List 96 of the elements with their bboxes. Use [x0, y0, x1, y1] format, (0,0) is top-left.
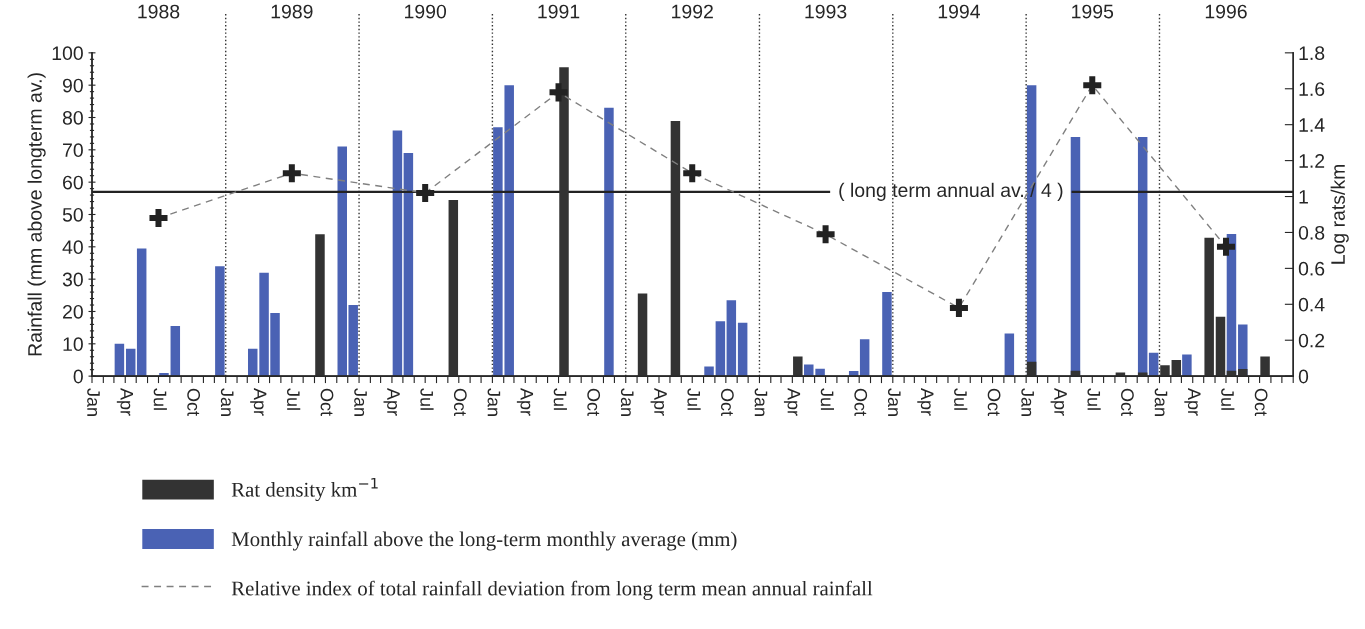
bar [737, 322, 748, 377]
x-tick-label: Jul [1221, 388, 1235, 410]
bar [1260, 356, 1270, 377]
y-axis-title: Rainfall (mm above longterm av.) [27, 73, 46, 356]
x2-tick-label: 1995 [1072, 4, 1114, 19]
x-tick-label: Jul [820, 388, 834, 410]
x-tick-label: Jul [553, 388, 567, 410]
bar [392, 130, 403, 377]
x2-tick-label: 1994 [938, 4, 980, 19]
x-tick-label: Jul [286, 388, 301, 410]
x-tick-label: Oct [721, 388, 734, 416]
x-tick-label: Jul [420, 388, 434, 410]
x2-tick-label: 1988 [138, 4, 180, 19]
x-tick-label: Jul [153, 388, 167, 410]
bar [315, 234, 325, 377]
x-tick-label: Jan [887, 388, 901, 416]
legend-label: Monthly rainfall above the long-term monthly average (mm) [231, 531, 737, 551]
bar [114, 343, 125, 377]
y2-tick-label: 1.6 [1299, 82, 1325, 96]
x2-tick-label: 1996 [1205, 4, 1247, 19]
y2-tick-label: 0 [1298, 369, 1309, 384]
x-tick-label: Apr [250, 387, 267, 416]
y2-tick-label: 1.4 [1299, 118, 1325, 132]
y-tick-label: 100 [52, 46, 83, 61]
y2-tick-label: 0.4 [1298, 297, 1325, 312]
bar [1204, 237, 1214, 377]
bar [704, 366, 714, 377]
x-tick-label: Oct [987, 388, 1001, 416]
y-tick-label: 70 [63, 143, 83, 158]
x2-tick-label: 1991 [538, 4, 580, 19]
y-tick-label: 90 [62, 78, 83, 93]
x-tick-label: Oct [854, 388, 868, 416]
y2-tick-label: 0.2 [1298, 333, 1325, 348]
x-tick-label: Jul [954, 388, 968, 410]
x2-tick-label: 1989 [271, 4, 313, 19]
bar [604, 107, 614, 377]
legend-label: Rat density km$^{−1}$ [231, 477, 378, 502]
y2-tick-label: 1.2 [1299, 154, 1325, 168]
y-tick-label: 80 [62, 110, 83, 125]
x-tick-label: Jan [1021, 388, 1034, 416]
bar [448, 200, 459, 377]
x-tick-label: Jan [620, 388, 634, 416]
x2-tick-label: 1993 [805, 4, 847, 19]
x-tick-label: Jul [687, 388, 701, 410]
bar [859, 339, 870, 377]
x2-tick-label: 1992 [672, 4, 713, 19]
bar [882, 292, 892, 377]
x-tick-label: Oct [187, 388, 201, 416]
x-tick-label: Apr [1050, 387, 1067, 416]
x-tick-label: Jan [1154, 388, 1168, 416]
bar [136, 248, 147, 377]
y2-axis-title: Log rats/km [1330, 164, 1349, 264]
y2-tick-label: 1.8 [1299, 46, 1325, 61]
y-tick-label: 60 [63, 175, 83, 190]
x2-tick-label: 1990 [405, 4, 447, 19]
x-tick-label: Oct [1254, 388, 1268, 416]
x-tick-label: Apr [116, 387, 133, 416]
bar [170, 326, 181, 377]
x-tick-label: Jan [87, 388, 100, 416]
x-tick-label: Jan [487, 388, 501, 416]
bar [215, 266, 225, 377]
x-tick-label: Jan [754, 388, 768, 416]
x-tick-label: Apr [516, 387, 534, 416]
y-tick-label: 30 [62, 272, 83, 287]
x-tick-label: Oct [587, 388, 601, 416]
y2-tick-label: 0.8 [1298, 225, 1325, 240]
x-tick-label: Apr [383, 387, 400, 416]
ref-line-label: ( long term annual av. / 4 ) [839, 182, 1063, 201]
y2-tick-label: 1 [1299, 190, 1308, 204]
x-tick-label: Jan [354, 388, 367, 416]
y-tick-label: 0 [73, 369, 83, 384]
bar [403, 153, 414, 377]
x-tick-label: Apr [1184, 387, 1201, 416]
bar [715, 321, 726, 377]
y-tick-label: 20 [63, 304, 83, 319]
x-tick-label: Jan [220, 388, 234, 416]
x-tick-label: Oct [1121, 388, 1134, 416]
legend-label: Relative index of total rainfall deviation from long term mean annual rainfall [231, 580, 873, 600]
x-tick-label: Oct [453, 388, 467, 416]
x-tick-label: Oct [320, 388, 334, 416]
bar [670, 121, 681, 377]
bar [248, 348, 258, 377]
x-tick-label: Apr [917, 387, 934, 416]
bar [125, 348, 136, 377]
bar [1148, 352, 1159, 377]
bar [637, 293, 648, 377]
x-tick-label: Apr [783, 387, 801, 416]
y2-tick-label: 0.6 [1298, 261, 1325, 276]
y-tick-label: 50 [62, 207, 83, 222]
bar [559, 67, 569, 377]
x-tick-label: Jul [1087, 388, 1101, 410]
y-tick-label: 10 [63, 337, 83, 352]
bar [726, 300, 737, 377]
bar [1004, 333, 1015, 377]
y-tick-label: 40 [62, 240, 83, 255]
x-tick-label: Apr [650, 387, 667, 416]
